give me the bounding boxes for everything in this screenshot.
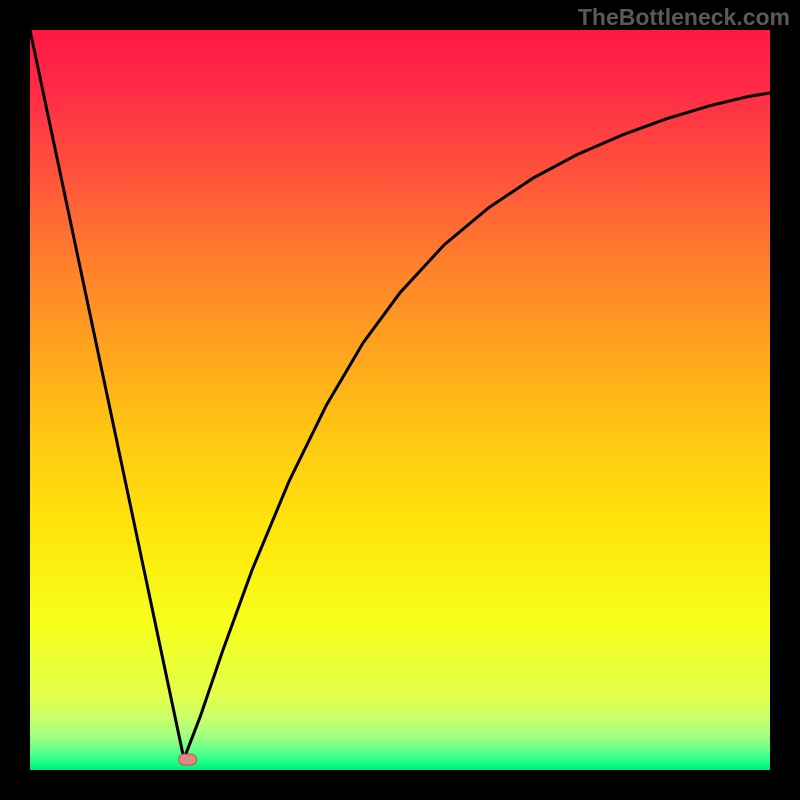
bottleneck-chart xyxy=(0,0,800,800)
chart-container: TheBottleneck.com xyxy=(0,0,800,800)
plot-area xyxy=(30,30,770,770)
watermark-text: TheBottleneck.com xyxy=(578,4,790,31)
optimum-marker xyxy=(179,754,197,765)
